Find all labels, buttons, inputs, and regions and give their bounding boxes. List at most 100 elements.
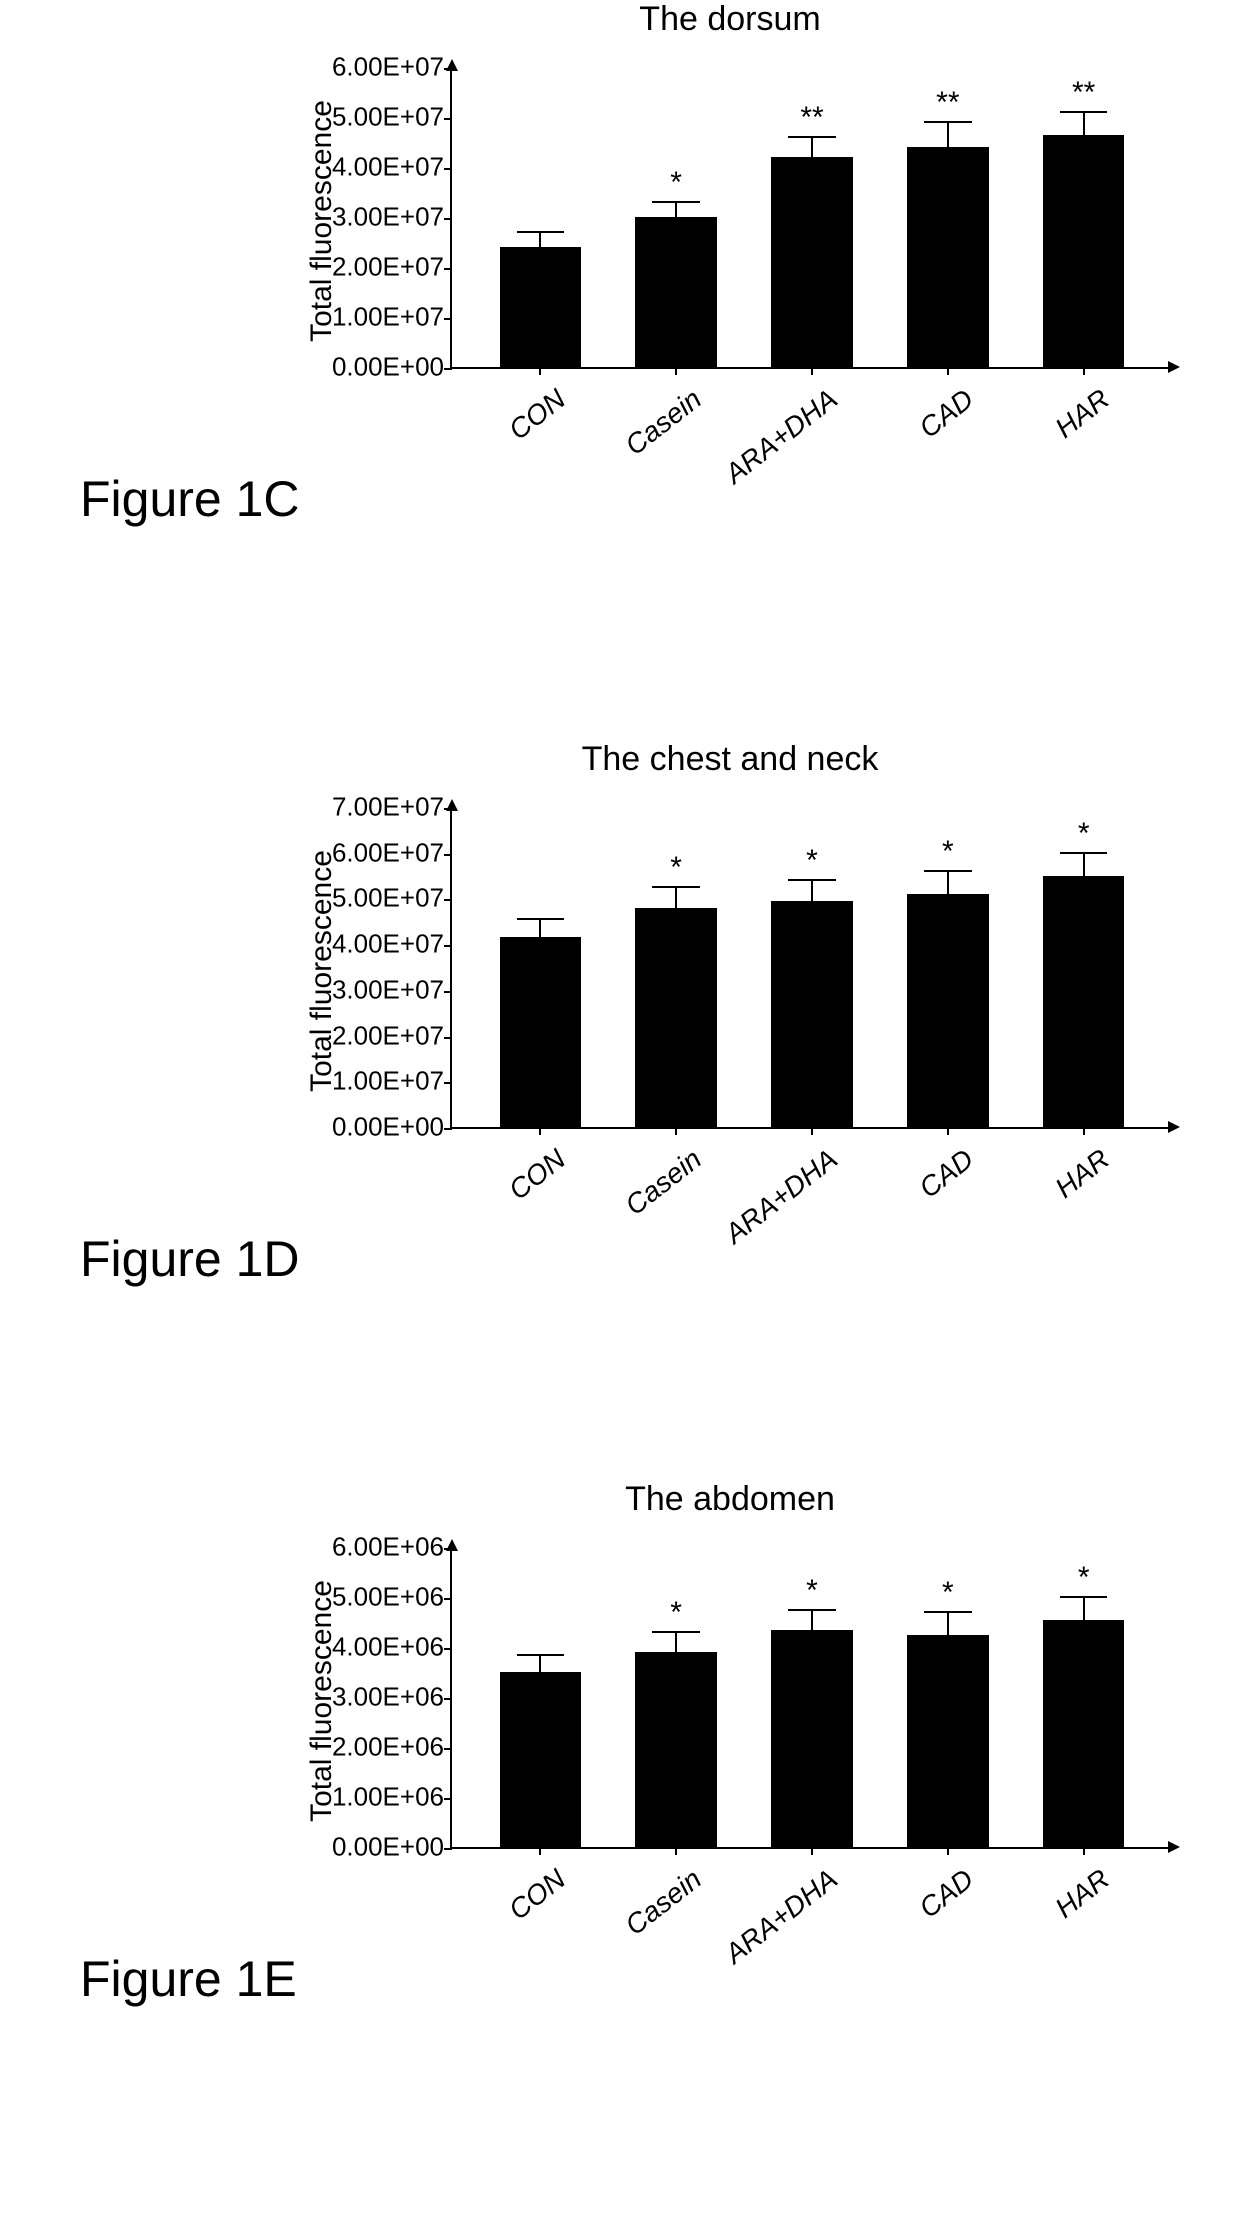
error-bar-cap [1060,852,1108,854]
panel-D: The chest and neck0.00E+001.00E+072.00E+… [0,740,1240,1480]
chart-title: The dorsum [280,0,1180,39]
bar [771,1630,853,1848]
ytick-label: 3.00E+07 [332,974,452,1005]
error-bar-stem [675,1632,677,1652]
xtick-mark [539,367,541,375]
chart-title: The abdomen [280,1480,1180,1519]
y-axis-label: Total fluorescence [305,841,339,1101]
plot-area: 0.00E+001.00E+072.00E+073.00E+074.00E+07… [450,69,1170,369]
ytick-label: 1.00E+07 [332,1066,452,1097]
ytick-label: 1.00E+06 [332,1782,452,1813]
xtick-mark [675,367,677,375]
error-bar-cap [1060,1596,1108,1598]
error-bar-cap [652,201,700,203]
chart-region: The chest and neck0.00E+001.00E+072.00E+… [280,740,1240,1139]
xtick-mark [947,1127,949,1135]
error-bar-stem [539,919,541,937]
error-bar-cap [924,870,972,872]
error-bar-cap [924,121,972,123]
error-bar-stem [811,137,813,157]
significance-marker: * [942,835,954,869]
x-category-label: Casein [570,1863,708,1981]
chart-region: The dorsum 0.00E+001.00E+072.00E+073.00E+… [280,0,1240,379]
ytick-label: 7.00E+07 [332,792,452,823]
chart-region: The abdomen 0.00E+001.00E+062.00E+063.00E… [280,1480,1240,1859]
error-bar-stem [947,122,949,147]
bar [1043,1620,1125,1848]
error-bar-stem [675,887,677,908]
significance-marker: * [1078,817,1090,851]
chart-box: 0.00E+001.00E+072.00E+073.00E+074.00E+07… [280,49,1200,379]
xtick-mark [811,1127,813,1135]
x-category-label: Casein [570,1143,708,1261]
significance-marker: * [670,166,682,200]
error-bar-cap [517,918,565,920]
error-bar-stem [1083,853,1085,876]
error-bar-cap [788,879,836,881]
error-bar-cap [652,1631,700,1633]
xtick-mark [1083,1127,1085,1135]
xtick-mark [539,1847,541,1855]
ytick-label: 3.00E+07 [332,202,452,233]
ytick-label: 6.00E+07 [332,837,452,868]
xtick-mark [1083,367,1085,375]
y-axis-label: Total fluorescence [305,91,339,351]
x-axis-arrow-icon [1168,361,1180,373]
figure-label: Figure 1D [80,1230,300,1288]
error-bar-stem [947,871,949,894]
error-bar-stem [811,1610,813,1630]
error-bar-stem [1083,112,1085,135]
ytick-label: 3.00E+06 [332,1682,452,1713]
xtick-mark [539,1127,541,1135]
significance-marker: * [1078,1561,1090,1595]
xtick-mark [675,1127,677,1135]
significance-marker: * [670,851,682,885]
ytick-label: 5.00E+06 [332,1582,452,1613]
plot-area: 0.00E+001.00E+062.00E+063.00E+064.00E+06… [450,1549,1170,1849]
xtick-mark [947,1847,949,1855]
panel-E: The abdomen 0.00E+001.00E+062.00E+063.00E… [0,1480,1240,2220]
error-bar-stem [811,880,813,901]
x-category-label: ARA+DHA [706,383,844,501]
plot-area: 0.00E+001.00E+072.00E+073.00E+074.00E+07… [450,809,1170,1129]
bar [635,908,717,1127]
y-axis-label: Total fluorescence [305,1571,339,1831]
x-axis-arrow-icon [1168,1121,1180,1133]
chart-box: 0.00E+001.00E+072.00E+073.00E+074.00E+07… [280,789,1200,1139]
bar [500,937,582,1127]
error-bar-stem [947,1612,949,1635]
bar [500,247,582,367]
bar [635,217,717,367]
error-bar-stem [539,1655,541,1673]
ytick-label: 0.00E+00 [332,352,452,383]
error-bar-cap [517,1654,565,1656]
x-category-label: CON [434,383,572,501]
error-bar-cap [788,1609,836,1611]
figure-label: Figure 1C [80,470,300,528]
ytick-label: 6.00E+07 [332,52,452,83]
significance-marker: ** [936,86,959,120]
significance-marker: * [670,1596,682,1630]
x-category-label: CAD [842,1143,980,1261]
error-bar-stem [1083,1597,1085,1620]
ytick-label: 4.00E+06 [332,1632,452,1663]
x-category-label: Casein [570,383,708,501]
bar [907,1635,989,1848]
xtick-mark [811,1847,813,1855]
ytick-label: 4.00E+07 [332,152,452,183]
error-bar-cap [517,231,565,233]
significance-marker: * [942,1576,954,1610]
x-category-label: CAD [842,1863,980,1981]
x-axis-arrow-icon [1168,1841,1180,1853]
x-category-label: ARA+DHA [706,1863,844,1981]
error-bar-cap [924,1611,972,1613]
x-category-label: HAR [977,1143,1115,1261]
x-category-label: HAR [977,1863,1115,1981]
bar [907,894,989,1127]
bar [500,1672,582,1847]
error-bar-stem [539,232,541,247]
x-category-label: HAR [977,383,1115,501]
x-category-label: CON [434,1143,572,1261]
error-bar-cap [1060,111,1108,113]
bar [1043,135,1125,368]
